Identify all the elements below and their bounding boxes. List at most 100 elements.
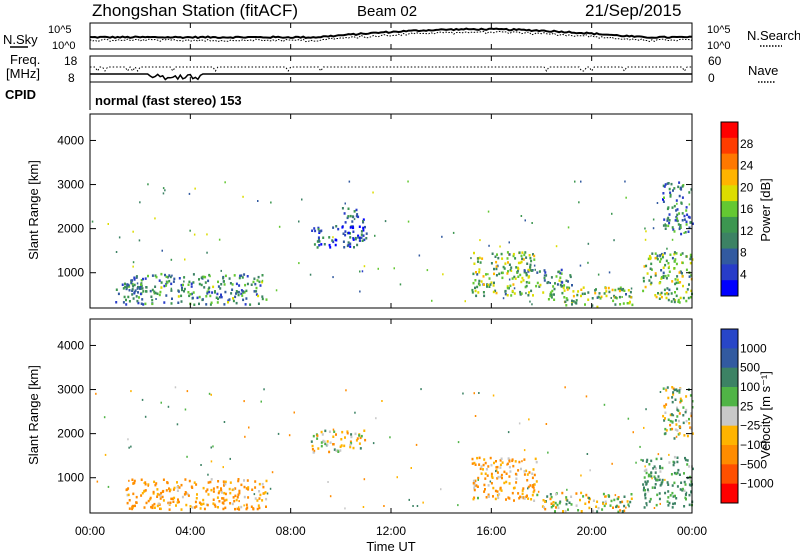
noise-cell xyxy=(132,261,135,264)
data-cell xyxy=(617,497,619,501)
data-cell xyxy=(150,505,153,509)
data-cell xyxy=(154,274,157,277)
station-title: Zhongshan Station (fitACF) xyxy=(92,1,298,20)
data-cell xyxy=(220,488,223,492)
data-cell xyxy=(137,285,139,289)
nave-label: Nave xyxy=(748,63,778,78)
data-cell xyxy=(323,243,326,246)
data-cell xyxy=(229,491,232,495)
data-cell xyxy=(252,507,255,510)
data-cell xyxy=(675,199,678,202)
data-cell xyxy=(220,487,222,490)
colorbar-swatch xyxy=(721,367,738,388)
data-cell xyxy=(560,268,563,272)
data-cell xyxy=(673,388,676,392)
noise-cell xyxy=(154,217,156,220)
data-cell xyxy=(317,226,320,230)
data-cell xyxy=(663,419,666,422)
data-cell xyxy=(612,506,614,509)
data-cell xyxy=(564,300,567,303)
data-cell xyxy=(690,188,693,191)
data-cell xyxy=(357,215,360,219)
data-cell xyxy=(192,281,195,284)
data-cell xyxy=(234,494,237,498)
data-cell xyxy=(669,253,672,256)
data-cell xyxy=(610,499,613,503)
data-cell xyxy=(671,400,674,404)
data-cell xyxy=(690,289,693,293)
noise-cell xyxy=(144,415,147,418)
data-cell xyxy=(642,276,645,280)
data-cell xyxy=(202,275,205,279)
data-cell xyxy=(532,484,535,487)
data-cell xyxy=(334,243,337,247)
noise-cell xyxy=(270,201,272,204)
data-cell xyxy=(188,479,191,483)
colorbar-swatch xyxy=(721,406,738,427)
data-cell xyxy=(666,500,669,503)
data-cell xyxy=(499,488,502,491)
data-cell xyxy=(645,471,648,475)
data-cell xyxy=(212,502,215,505)
data-cell xyxy=(247,496,250,499)
data-cell xyxy=(476,456,479,460)
noise-cell xyxy=(420,388,422,391)
data-cell xyxy=(177,290,180,293)
data-cell xyxy=(673,481,676,485)
data-cell xyxy=(676,415,679,418)
data-cell xyxy=(520,467,522,471)
data-cell xyxy=(495,274,498,277)
data-cell xyxy=(679,425,682,429)
data-cell xyxy=(685,498,687,501)
data-cell xyxy=(671,420,674,423)
noise-cell xyxy=(645,230,647,233)
colorbar-tick-label: 16 xyxy=(740,202,754,216)
data-cell xyxy=(125,303,128,306)
data-cell xyxy=(155,275,158,279)
data-cell xyxy=(503,481,506,485)
noise-cell xyxy=(422,501,424,504)
data-cell xyxy=(261,499,264,502)
data-cell xyxy=(318,244,321,247)
data-cell xyxy=(559,276,562,279)
data-cell xyxy=(259,493,262,497)
data-cell xyxy=(678,181,681,184)
data-cell xyxy=(522,496,525,500)
noise-cell xyxy=(659,502,661,505)
data-cell xyxy=(651,486,654,489)
noise-cell xyxy=(604,495,606,498)
noise-cell xyxy=(531,222,533,224)
noise-cell xyxy=(210,446,212,449)
data-cell xyxy=(662,198,664,201)
data-cell xyxy=(365,237,368,240)
data-cell xyxy=(617,510,620,514)
data-cell xyxy=(317,228,320,231)
data-cell xyxy=(210,488,213,492)
data-cell xyxy=(679,387,682,391)
data-cell xyxy=(549,293,552,296)
data-cell xyxy=(670,292,673,295)
noise-cell xyxy=(652,227,655,230)
data-cell xyxy=(328,430,331,433)
power-colorbar-label: Power [dB] xyxy=(758,178,773,242)
data-cell xyxy=(553,293,555,296)
data-cell xyxy=(671,491,674,495)
data-cell xyxy=(523,269,526,272)
data-cell xyxy=(507,457,510,460)
data-cell xyxy=(117,292,120,296)
noise-cell xyxy=(194,187,196,190)
noise-cell xyxy=(487,273,489,276)
data-cell xyxy=(664,224,667,227)
data-cell xyxy=(131,279,134,282)
data-cell xyxy=(354,432,357,436)
data-cell xyxy=(689,426,692,429)
data-cell xyxy=(352,237,355,240)
data-cell xyxy=(349,445,352,449)
data-cell xyxy=(206,503,209,507)
data-cell xyxy=(132,492,135,496)
data-cell xyxy=(317,236,320,239)
data-cell xyxy=(689,394,692,397)
data-cell xyxy=(667,266,670,270)
data-cell xyxy=(654,467,657,470)
data-cell xyxy=(546,495,549,498)
